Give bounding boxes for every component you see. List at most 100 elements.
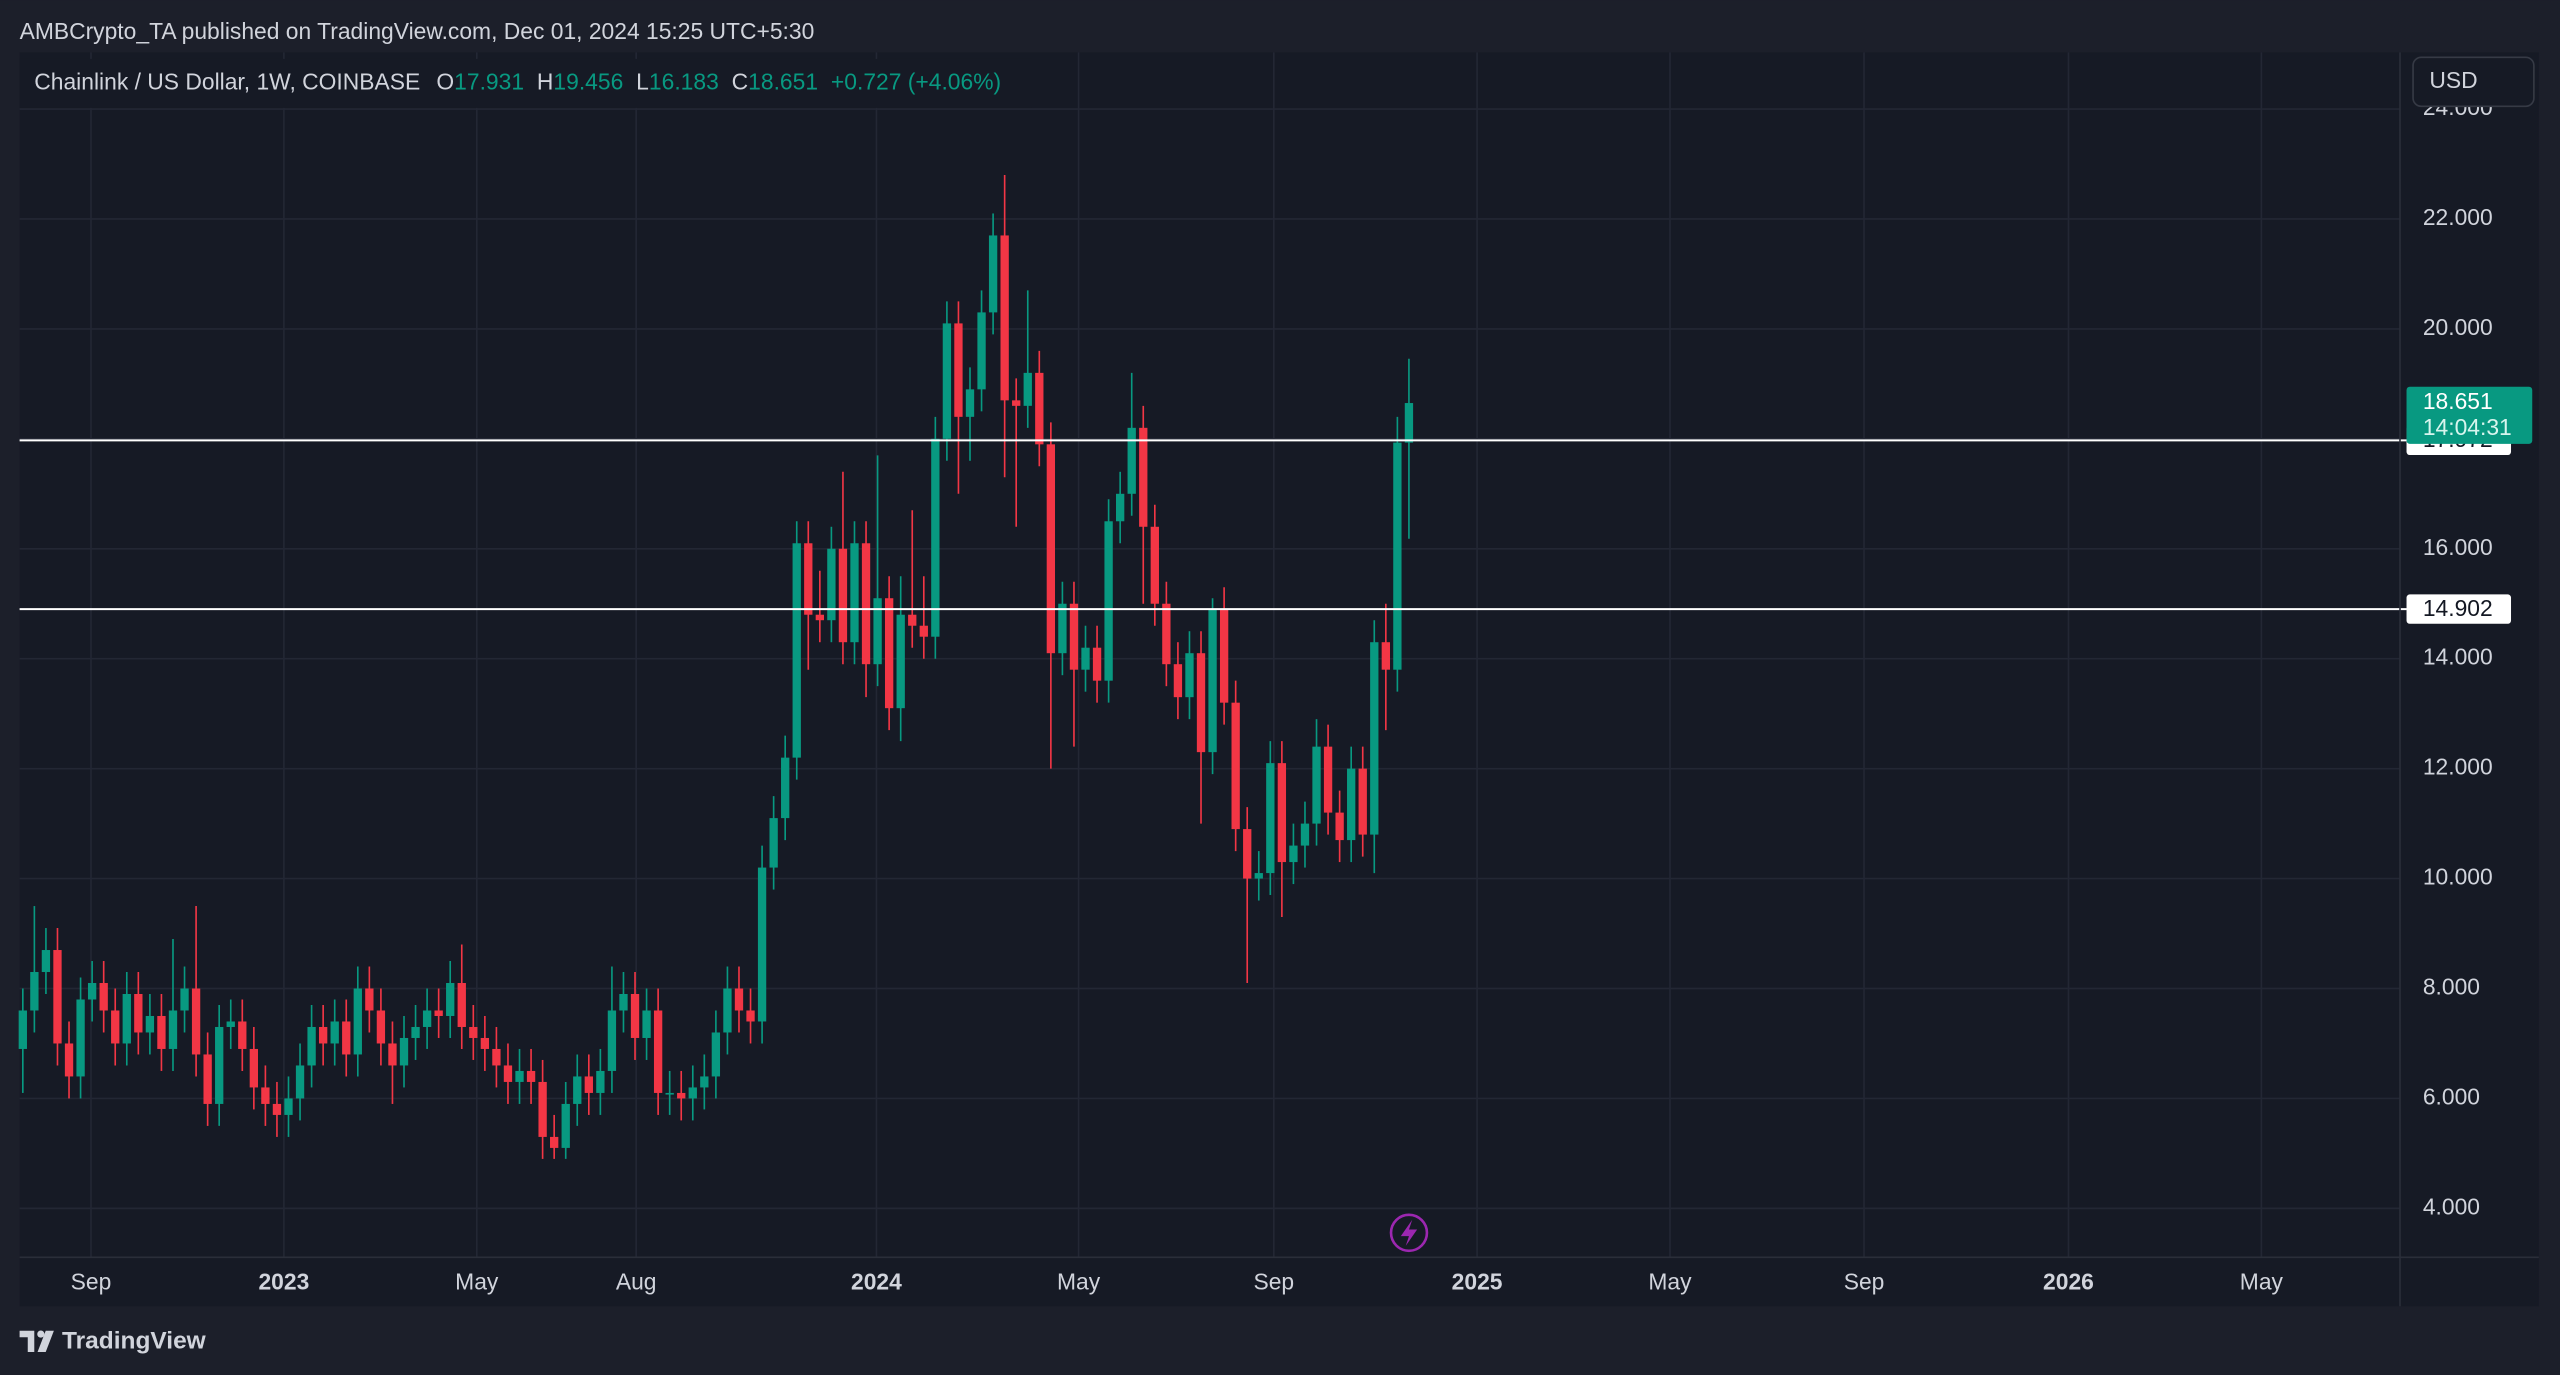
y-tick-label: 4.000	[2423, 1193, 2480, 1219]
y-tick-label: 16.000	[2423, 534, 2493, 560]
candle-body	[1358, 768, 1367, 835]
ohlc-letter: C	[732, 68, 749, 94]
legend-backdrop	[19, 58, 1032, 108]
candle-body	[757, 867, 767, 1022]
bar-countdown: 14:04:31	[2423, 414, 2512, 440]
candle-body	[942, 323, 952, 439]
candle-body	[1300, 823, 1310, 846]
candle-body	[711, 1032, 721, 1077]
x-tick-label: 2025	[1452, 1268, 1503, 1294]
candle-body	[792, 543, 801, 758]
candle-body	[1289, 845, 1298, 863]
candle-body	[1266, 763, 1275, 874]
candle-body	[1370, 642, 1379, 835]
candle-body	[226, 1021, 235, 1027]
x-tick-label: May	[455, 1268, 499, 1294]
candle-body	[1277, 763, 1287, 863]
candle-body	[480, 1037, 490, 1049]
candle-body	[573, 1076, 582, 1104]
level-label: 14.902	[2423, 595, 2493, 621]
candle-body	[977, 312, 986, 390]
candle-body	[365, 988, 374, 1011]
candle-body	[550, 1136, 559, 1148]
candle-body	[41, 950, 51, 973]
candle-body	[1347, 768, 1356, 841]
candle-body	[526, 1070, 536, 1082]
candle-body	[469, 1026, 478, 1038]
candle-body	[295, 1065, 305, 1099]
candle-body	[919, 625, 928, 637]
y-tick-label: 14.000	[2423, 644, 2493, 670]
candle-body	[908, 614, 917, 626]
x-tick-label: Sep	[1253, 1268, 1294, 1294]
candle-body	[30, 972, 39, 1011]
candle-body	[99, 983, 108, 1011]
symbol-legend: Chainlink / US Dollar, 1W, COINBASE O17.…	[34, 68, 1001, 94]
currency-button[interactable]	[2412, 56, 2535, 108]
candle-body	[503, 1065, 513, 1082]
event-icon[interactable]	[1389, 1213, 1429, 1253]
y-tick-label: 22.000	[2423, 204, 2493, 230]
footer-brand: TradingView	[62, 1328, 207, 1355]
candle-body	[1069, 603, 1079, 670]
y-tick-label: 10.000	[2423, 864, 2493, 890]
candle-body	[584, 1076, 593, 1093]
candle-body	[1393, 442, 1402, 670]
candle-body	[1046, 444, 1056, 654]
last-price-label: 18.651	[2423, 388, 2493, 414]
candle-body	[1127, 427, 1136, 494]
candle-body	[492, 1048, 501, 1066]
candle-body	[815, 614, 824, 621]
candle-body	[1381, 642, 1390, 670]
candle-body	[688, 1087, 697, 1099]
candle-body	[884, 598, 894, 709]
candle-body	[1081, 647, 1090, 670]
x-tick-label: May	[1057, 1268, 1101, 1294]
candle-body	[272, 1103, 282, 1115]
candle-body	[665, 1092, 674, 1095]
candle-body	[249, 1048, 259, 1088]
logo-mark	[37, 1330, 45, 1338]
candle-body	[1139, 427, 1148, 527]
event-circle[interactable]	[1389, 1213, 1429, 1253]
candle-body	[1404, 403, 1414, 443]
candle-body	[284, 1098, 293, 1115]
ohlc-letter: H	[537, 68, 554, 94]
candle-body	[1335, 812, 1344, 841]
candle-body	[619, 993, 628, 1011]
candle-body	[1162, 603, 1171, 665]
event-bolt[interactable]	[1400, 1219, 1418, 1246]
ohlc-value: 16.183	[649, 68, 719, 94]
logo-mark	[19, 1330, 35, 1352]
ohlc-value: 18.651	[748, 68, 818, 94]
candle-body	[318, 1026, 328, 1044]
last-price-box	[2406, 386, 2533, 444]
symbol-title: Chainlink / US Dollar, 1W, COINBASE	[34, 68, 420, 94]
candle-body	[145, 1015, 155, 1033]
candle-body	[1219, 609, 1229, 703]
candle-body	[630, 993, 640, 1038]
candles	[18, 174, 1414, 1159]
candle-body	[861, 543, 871, 665]
candle-body	[411, 1026, 420, 1038]
publisher-line: AMBCrypto_TA published on TradingView.co…	[20, 18, 815, 44]
candle-body	[1000, 235, 1009, 401]
candle-body	[677, 1092, 686, 1099]
candle-body	[838, 548, 848, 643]
candle-body	[642, 1010, 651, 1038]
candle-body	[988, 235, 998, 313]
candle-body	[457, 983, 466, 1027]
candle-body	[342, 1021, 351, 1055]
candle-body	[64, 1043, 74, 1077]
candle-body	[1231, 702, 1240, 830]
candle-body	[1323, 746, 1333, 813]
candle-body	[896, 614, 905, 709]
candle-body	[76, 999, 85, 1077]
currency-label[interactable]: USD	[2429, 67, 2477, 93]
candle-body	[87, 983, 97, 1000]
x-tick-label: Sep	[71, 1268, 112, 1294]
candle-body	[804, 543, 813, 615]
x-tick-label: May	[2240, 1268, 2284, 1294]
candle-body	[1058, 603, 1067, 654]
